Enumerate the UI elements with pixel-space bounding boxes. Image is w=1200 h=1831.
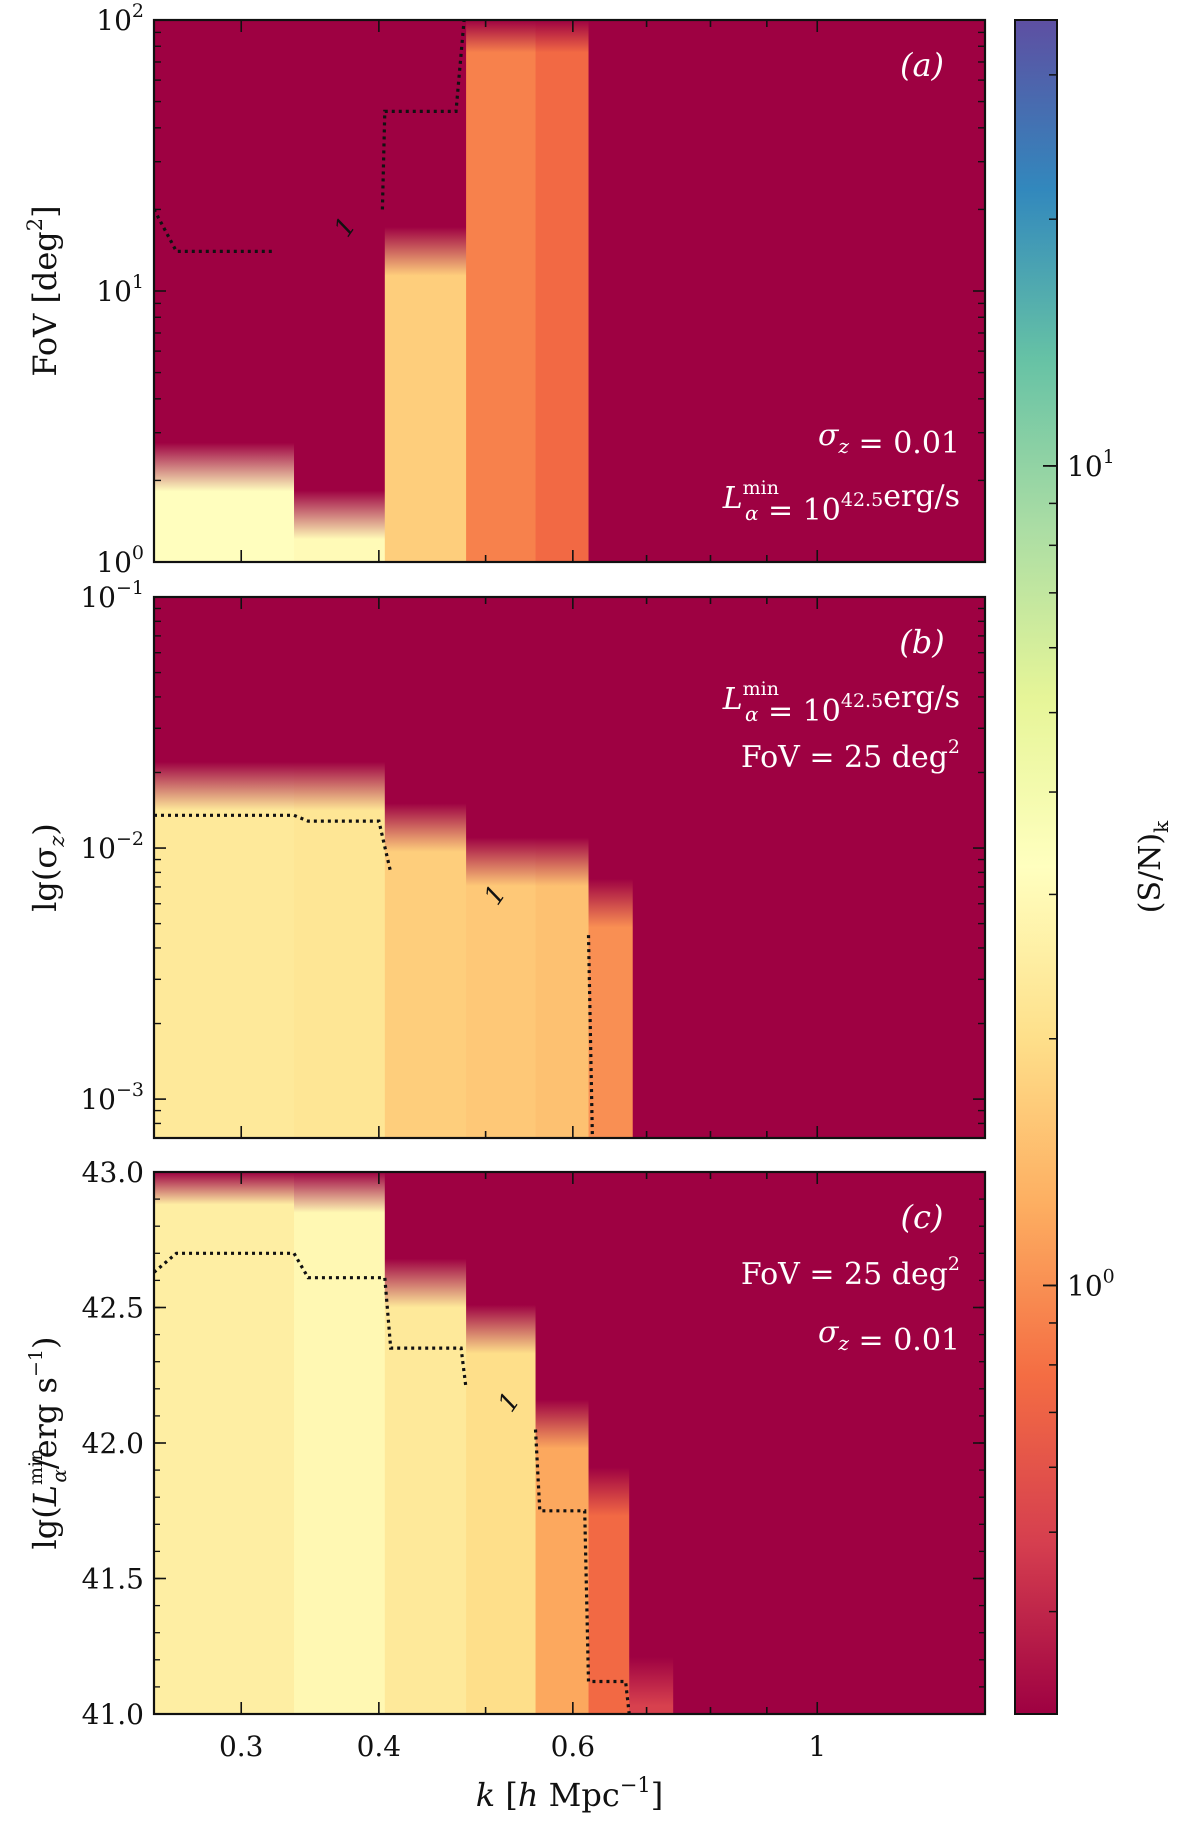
y-tick-label: 43.0	[82, 1156, 144, 1189]
y-tick-label: 102	[96, 0, 144, 37]
heatmap-cell	[588, 597, 634, 1138]
x-tick-label: 0.6	[551, 1730, 596, 1763]
plot-frame	[152, 595, 987, 1140]
heatmap-cell	[466, 20, 537, 562]
heatmap-cell	[154, 597, 295, 1138]
panel-label: (a)	[900, 46, 944, 84]
heatmap-cell	[384, 20, 467, 562]
y-axis-label: lg(σz)	[26, 823, 69, 912]
annotation: FoV = 25 deg2	[741, 1253, 960, 1292]
colorbar-tick-label: 100	[1067, 1265, 1115, 1302]
annotation: σz = 0.01	[818, 1315, 960, 1358]
heatmap-cell	[535, 1172, 590, 1714]
x-axis-label: k [h Mpc−1]	[476, 1773, 663, 1814]
y-tick-label: 10−2	[80, 828, 144, 865]
heatmap-cell	[632, 597, 985, 1138]
y-tick-label: 42.5	[82, 1292, 144, 1325]
annotation: Lmin α = 1042.5erg/s	[722, 678, 960, 729]
heatmap-cell	[629, 1172, 674, 1714]
panel-label: (c)	[901, 1198, 944, 1236]
heatmap-cell	[154, 1172, 295, 1714]
heatmap-cell	[588, 1172, 630, 1714]
y-tick-label: 42.0	[82, 1427, 144, 1460]
heatmap-cell	[673, 1172, 985, 1714]
heatmap	[154, 597, 985, 1138]
contour-line	[380, 20, 466, 210]
heatmap-cell	[294, 597, 386, 1138]
y-tick-label: 101	[96, 271, 144, 308]
heatmap-cell	[384, 1172, 467, 1714]
heatmap-cell	[466, 597, 537, 1138]
colorbar-tick-label: 101	[1067, 446, 1115, 483]
annotation: Lmin α = 1042.5erg/s	[722, 477, 960, 528]
heatmap-cell	[154, 20, 295, 562]
heatmap-cell	[588, 20, 985, 562]
x-tick-label: 0.3	[219, 1730, 264, 1763]
colorbar-label: (S/N)k	[1133, 820, 1173, 913]
y-axis-label: FoV [deg2]	[23, 205, 64, 376]
y-axis-label: lg(Lminα/erg s−1)	[25, 1337, 71, 1550]
x-tick-label: 0.4	[357, 1730, 402, 1763]
contour-line	[533, 1429, 631, 1714]
contour-line	[154, 208, 273, 253]
contour-line	[586, 935, 594, 1138]
contour-line	[154, 813, 393, 873]
heatmap	[154, 20, 985, 562]
x-tick-label: 1	[808, 1730, 826, 1763]
y-tick-label: 10−3	[80, 1079, 144, 1116]
heatmap-cell	[294, 20, 386, 562]
panel-label: (b)	[899, 623, 944, 661]
colorbar: 101 100 (S/N)k	[1014, 19, 1173, 1715]
heatmap-cell	[384, 597, 467, 1138]
y-tick-label: 100	[96, 542, 144, 579]
annotation: σz = 0.01	[818, 418, 960, 461]
heatmap-cell	[294, 1172, 386, 1714]
y-tick-label: 41.0	[82, 1698, 144, 1731]
heatmap	[154, 1172, 985, 1714]
colorbar-gradient	[1015, 20, 1057, 1714]
annotation: FoV = 25 deg2	[741, 736, 960, 775]
y-tick-label: 41.5	[82, 1563, 144, 1596]
colorbar-frame	[1014, 19, 1058, 1715]
x-axis-label-text: k [h Mpc−1]	[476, 1773, 663, 1814]
heatmap-cell	[466, 1172, 537, 1714]
heatmap-cell	[535, 597, 590, 1138]
heatmap-cell	[535, 20, 590, 562]
panel-2: 10.3 0.4 0.6 143.042.542.041.541.0(c)FoV = …	[25, 1156, 987, 1763]
y-tick-label: 10−1	[80, 577, 144, 614]
